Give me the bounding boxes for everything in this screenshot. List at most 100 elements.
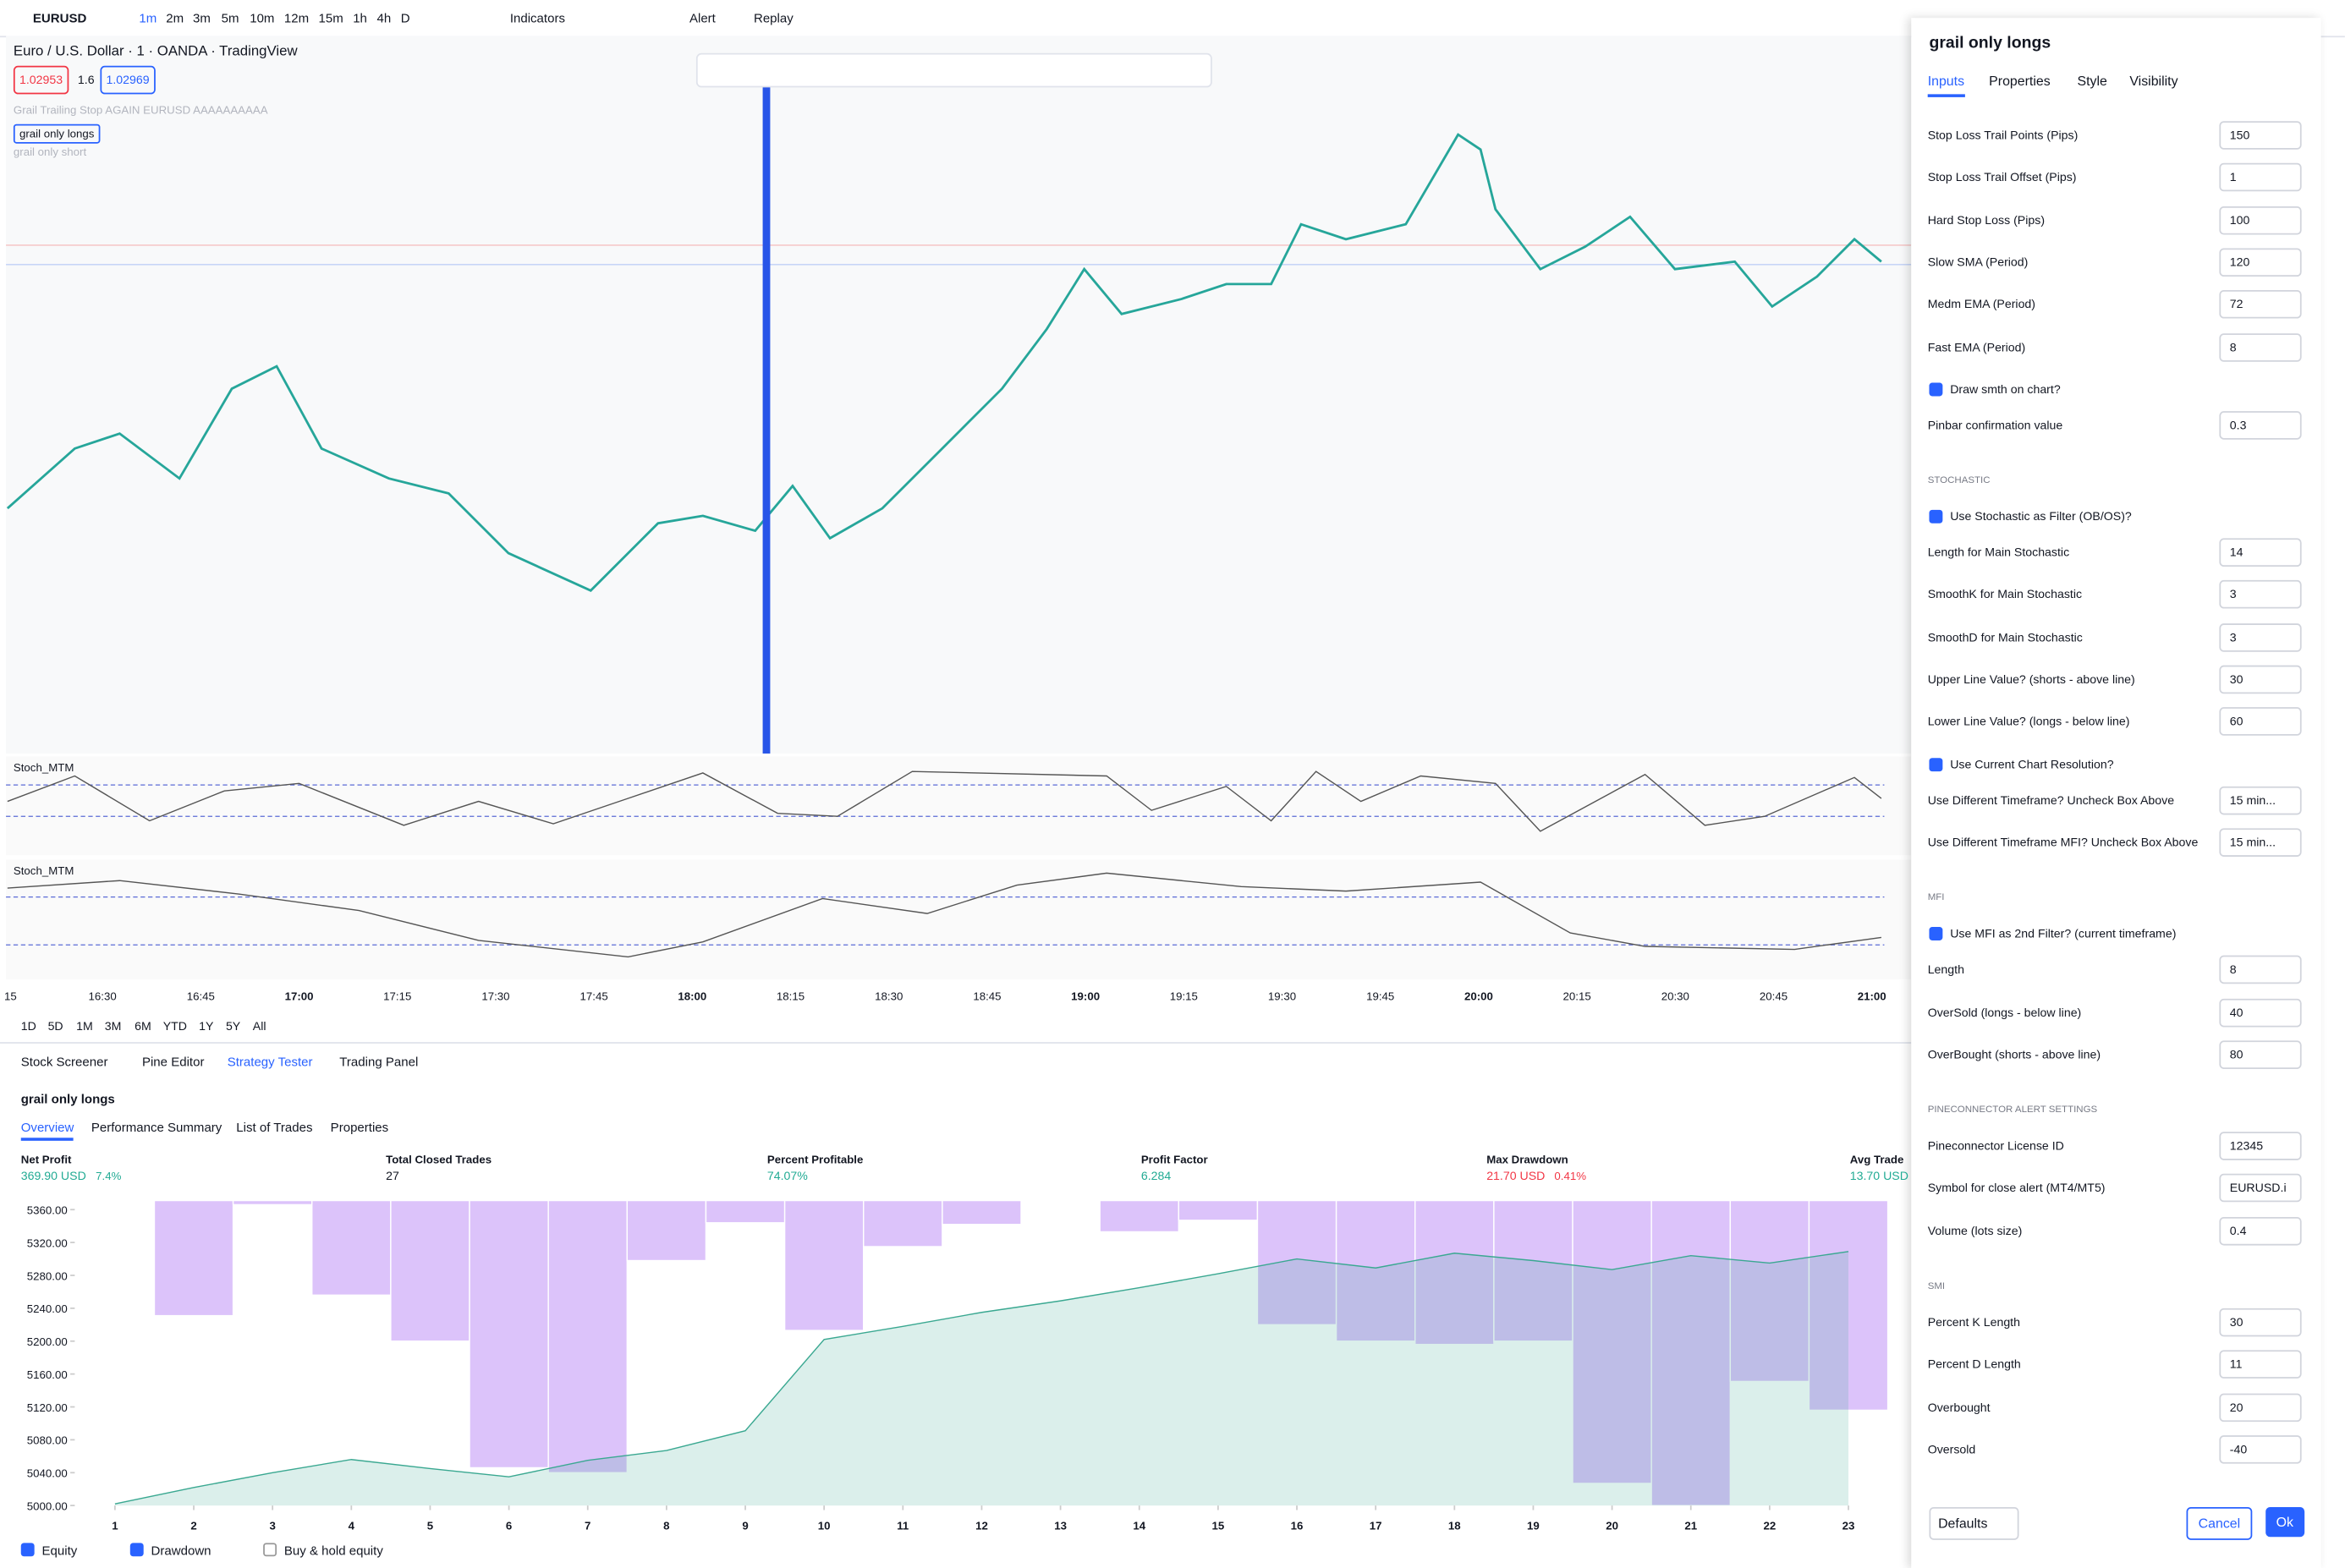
dialog-tab[interactable]: Properties: [1989, 73, 2051, 89]
checkbox[interactable]: [1929, 509, 1943, 524]
input-field[interactable]: 0.4: [2219, 1216, 2302, 1246]
input-field[interactable]: 40: [2219, 998, 2302, 1027]
ok-button[interactable]: Ok: [2265, 1506, 2304, 1538]
panel-tab[interactable]: Pine Editor: [141, 1054, 205, 1069]
input-field[interactable]: 60: [2219, 707, 2302, 737]
dialog-tab[interactable]: Style: [2077, 73, 2107, 89]
input-field[interactable]: 11: [2219, 1350, 2302, 1379]
time-label: 20:15: [1562, 990, 1591, 1004]
input-field[interactable]: 120: [2219, 248, 2302, 277]
study-label[interactable]: grail only short: [13, 145, 87, 159]
timeframe[interactable]: 1m: [139, 10, 157, 26]
section-header: SMI: [1927, 1281, 1946, 1292]
input-label: OverBought (shorts - above line): [1927, 1047, 2101, 1061]
checkbox-label[interactable]: Use MFI as 2nd Filter? (current timefram…: [1950, 927, 2177, 941]
checkbox[interactable]: [1929, 927, 1943, 941]
checkbox[interactable]: [263, 1543, 277, 1557]
input-field[interactable]: 100: [2219, 206, 2302, 234]
range-button[interactable]: 1Y: [199, 1019, 214, 1033]
checkbox[interactable]: [129, 1543, 144, 1557]
input-label: Length: [1927, 962, 1964, 977]
range-button[interactable]: 6M: [135, 1019, 151, 1033]
input-field[interactable]: 15 min...: [2219, 786, 2302, 814]
section-header: PINECONNECTOR ALERT SETTINGS: [1927, 1105, 2098, 1116]
drawdown-bar: [863, 1199, 943, 1247]
input-field[interactable]: 3: [2219, 580, 2302, 610]
timeframe[interactable]: 5m: [221, 10, 239, 26]
cancel-button[interactable]: Cancel: [2186, 1506, 2253, 1540]
input-field[interactable]: 72: [2219, 290, 2302, 319]
tester-tab[interactable]: Performance Summary: [91, 1120, 222, 1135]
input-field[interactable]: 14: [2219, 538, 2302, 567]
input-field[interactable]: 0.3: [2219, 410, 2302, 440]
input-field[interactable]: 8: [2219, 332, 2302, 361]
defaults-button[interactable]: Defaults: [1929, 1506, 2019, 1540]
input-label: Lower Line Value? (longs - below line): [1927, 715, 2130, 729]
input-field[interactable]: 150: [2219, 121, 2302, 150]
time-label: 16:45: [186, 990, 215, 1004]
toggle-label[interactable]: Equity: [41, 1543, 78, 1559]
drawdown-bar: [1650, 1199, 1732, 1506]
study-label[interactable]: Grail Trailing Stop AGAIN EURUSD AAAAAAA…: [13, 102, 268, 117]
tester-tab[interactable]: Overview: [20, 1120, 74, 1141]
checkbox-label[interactable]: Use Current Chart Resolution?: [1950, 757, 2114, 771]
x-tick-label: 12: [975, 1519, 988, 1532]
input-field[interactable]: 3: [2219, 622, 2302, 652]
time-label: 20:30: [1661, 990, 1689, 1004]
dialog-tab[interactable]: Visibility: [2129, 73, 2178, 89]
metric-value: 74.07%: [766, 1169, 808, 1183]
checkbox-label[interactable]: Draw smth on chart?: [1950, 382, 2061, 397]
input-field[interactable]: 15 min...: [2219, 828, 2302, 857]
timeframe[interactable]: 1h: [353, 10, 367, 26]
input-field[interactable]: 20: [2219, 1392, 2302, 1422]
x-tick-label: 10: [818, 1519, 831, 1532]
range-button[interactable]: 3M: [104, 1019, 122, 1033]
range-button[interactable]: 1M: [76, 1019, 93, 1033]
checkbox[interactable]: [20, 1543, 35, 1557]
toggle-label[interactable]: Drawdown: [151, 1543, 211, 1559]
drawing-toolbar[interactable]: [695, 52, 1212, 88]
checkbox[interactable]: [1929, 382, 1943, 397]
metric-label: Total Closed Trades: [386, 1152, 492, 1166]
time-label: 18:15: [776, 990, 805, 1004]
timeframe[interactable]: 12m: [283, 10, 310, 26]
input-label: Upper Line Value? (shorts - above line): [1927, 672, 2135, 687]
input-field[interactable]: 8: [2219, 955, 2302, 984]
alert-button[interactable]: Alert: [689, 10, 716, 26]
input-field[interactable]: -40: [2219, 1434, 2302, 1464]
timeframe[interactable]: 4h: [376, 10, 392, 26]
checkbox-label[interactable]: Use Stochastic as Filter (OB/OS)?: [1950, 509, 2132, 524]
input-field[interactable]: EURUSD.i: [2219, 1174, 2302, 1203]
tester-tab[interactable]: Properties: [330, 1120, 389, 1135]
range-button[interactable]: 5D: [47, 1019, 63, 1033]
timeframe[interactable]: 10m: [250, 10, 275, 26]
panel-tab[interactable]: Stock Screener: [20, 1054, 108, 1069]
input-field[interactable]: 30: [2219, 1308, 2302, 1337]
indicators-button[interactable]: Indicators: [509, 10, 565, 26]
range-button[interactable]: 1D: [20, 1019, 36, 1033]
panel-tab[interactable]: Strategy Tester: [227, 1054, 313, 1069]
timeframe[interactable]: D: [400, 10, 410, 26]
input-field[interactable]: 12345: [2219, 1132, 2302, 1160]
input-field[interactable]: 80: [2219, 1040, 2302, 1069]
replay-button[interactable]: Replay: [753, 10, 794, 26]
tester-tab[interactable]: List of Trades: [236, 1120, 313, 1135]
range-button[interactable]: All: [252, 1019, 266, 1033]
toggle-label[interactable]: Buy & hold equity: [283, 1543, 383, 1559]
timeframe[interactable]: 2m: [166, 10, 184, 26]
dialog-tab[interactable]: Inputs: [1927, 74, 1965, 97]
timeframe[interactable]: 15m: [318, 10, 343, 26]
panel-tab[interactable]: Trading Panel: [339, 1054, 419, 1069]
range-button[interactable]: YTD: [162, 1019, 187, 1033]
timeframe[interactable]: 3m: [193, 10, 211, 26]
study-label[interactable]: grail only longs: [13, 123, 101, 144]
y-tick-label: 5080.00: [27, 1434, 68, 1447]
input-field[interactable]: 1: [2219, 163, 2302, 192]
drawdown-bar: [469, 1199, 549, 1469]
checkbox[interactable]: [1929, 757, 1943, 771]
symbol[interactable]: EURUSD: [32, 10, 87, 26]
metric-label: Profit Factor: [1140, 1152, 1208, 1166]
input-field[interactable]: 30: [2219, 665, 2302, 694]
range-button[interactable]: 5Y: [225, 1019, 241, 1033]
